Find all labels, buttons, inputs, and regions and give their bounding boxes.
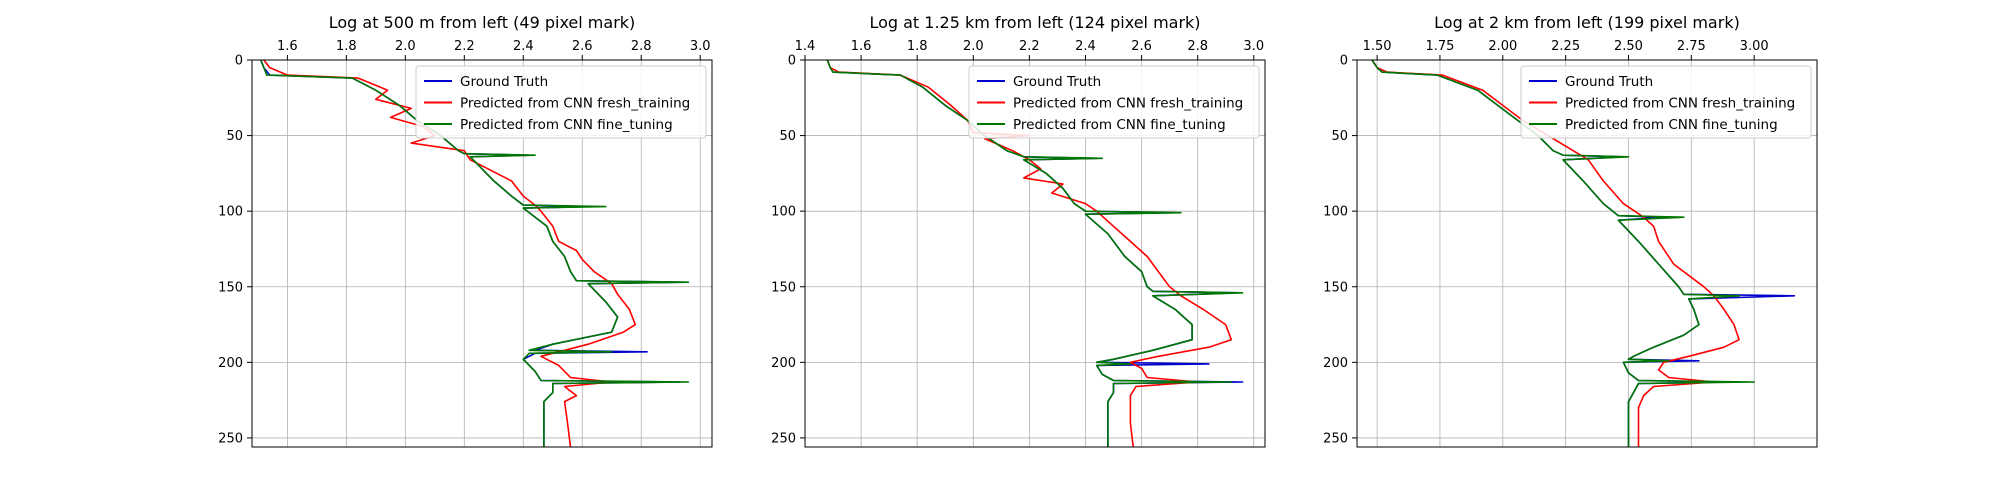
x-tick-label: 3.00 xyxy=(1740,39,1769,54)
x-tick-label: 2.8 xyxy=(631,39,652,54)
y-tick-label: 200 xyxy=(1323,356,1348,371)
x-tick-label: 1.6 xyxy=(851,39,872,54)
legend-label: Predicted from CNN fine_tuning xyxy=(460,117,673,133)
x-tick-label: 2.8 xyxy=(1187,39,1208,54)
x-tick-label: 1.75 xyxy=(1425,39,1454,54)
chart-title: Log at 1.25 km from left (124 pixel mark… xyxy=(869,13,1200,32)
legend-label: Predicted from CNN fresh_training xyxy=(1565,96,1795,112)
x-tick-label: 2.4 xyxy=(513,39,534,54)
legend-label: Predicted from CNN fine_tuning xyxy=(1565,117,1778,133)
y-tick-label: 150 xyxy=(1323,280,1348,295)
legend-label: Predicted from CNN fresh_training xyxy=(460,96,690,112)
y-tick-label: 50 xyxy=(1331,129,1348,144)
x-tick-label: 1.50 xyxy=(1363,39,1392,54)
y-tick-label: 100 xyxy=(218,205,243,220)
x-tick-label: 1.6 xyxy=(277,39,298,54)
legend-box xyxy=(415,65,707,139)
y-tick-label: 250 xyxy=(1323,431,1348,446)
y-tick-label: 100 xyxy=(1323,205,1348,220)
y-tick-label: 250 xyxy=(218,431,243,446)
x-tick-label: 2.2 xyxy=(454,39,475,54)
y-tick-label: 50 xyxy=(226,129,243,144)
y-tick-label: 200 xyxy=(218,356,243,371)
x-tick-label: 2.50 xyxy=(1614,39,1643,54)
x-tick-label: 1.8 xyxy=(336,39,357,54)
legend: Ground Truth Predicted from CNN fresh_tra… xyxy=(1520,65,1812,139)
x-tick-label: 1.4 xyxy=(795,39,816,54)
x-tick-label: 3.0 xyxy=(690,39,711,54)
y-tick-label: 250 xyxy=(771,431,796,446)
plot-frame xyxy=(1356,59,1818,448)
legend: Ground Truth Predicted from CNN fresh_tra… xyxy=(415,65,707,139)
legend-label: Ground Truth xyxy=(1565,74,1653,90)
y-tick-label: 0 xyxy=(235,54,243,69)
chart-panel-2: 1.4 1.6 1.8 2.0 2.2 2.4 2.6 2.8 3.0 0 50 100 150 200 2… xyxy=(771,13,1266,448)
y-tick-label: 50 xyxy=(779,129,796,144)
y-tick-label: 100 xyxy=(771,205,796,220)
y-tick-label: 150 xyxy=(771,280,796,295)
chart-title: Log at 2 km from left (199 pixel mark) xyxy=(1434,13,1740,32)
x-tick-label: 2.2 xyxy=(1019,39,1040,54)
chart-panel-3: 1.50 1.75 2.00 2.25 2.50 2.75 3.00 0 50 100 150 200… xyxy=(1323,13,1818,448)
y-tick-label: 150 xyxy=(218,280,243,295)
x-tick-label: 2.25 xyxy=(1551,39,1580,54)
y-tick-label: 200 xyxy=(771,356,796,371)
x-tick-label: 2.6 xyxy=(1131,39,1152,54)
chart-panel-1: 1.6 1.8 2.0 2.2 2.4 2.6 2.8 3.0 0 50 100 150 200 250 L… xyxy=(218,13,713,448)
plot-frame xyxy=(804,59,1266,448)
x-tick-label: 2.0 xyxy=(963,39,984,54)
y-tick-label: 0 xyxy=(1340,54,1348,69)
x-tick-label: 2.75 xyxy=(1677,39,1706,54)
x-tick-label: 3.0 xyxy=(1243,39,1264,54)
plot-frame xyxy=(251,59,713,448)
legend: Ground Truth Predicted from CNN fresh_tra… xyxy=(968,65,1260,139)
x-tick-label: 2.4 xyxy=(1075,39,1096,54)
x-tick-label: 2.00 xyxy=(1488,39,1517,54)
legend-label: Predicted from CNN fresh_training xyxy=(1013,96,1243,112)
legend-label: Ground Truth xyxy=(1013,74,1101,90)
x-tick-label: 2.0 xyxy=(395,39,416,54)
y-tick-label: 0 xyxy=(788,54,796,69)
chart-title: Log at 500 m from left (49 pixel mark) xyxy=(329,13,636,32)
series-line-2 xyxy=(263,60,637,447)
legend-box xyxy=(968,65,1260,139)
x-tick-label: 2.6 xyxy=(572,39,593,54)
legend-label: Predicted from CNN fine_tuning xyxy=(1013,117,1226,133)
legend-box xyxy=(1520,65,1812,139)
legend-label: Ground Truth xyxy=(460,74,548,90)
x-tick-label: 1.8 xyxy=(907,39,928,54)
